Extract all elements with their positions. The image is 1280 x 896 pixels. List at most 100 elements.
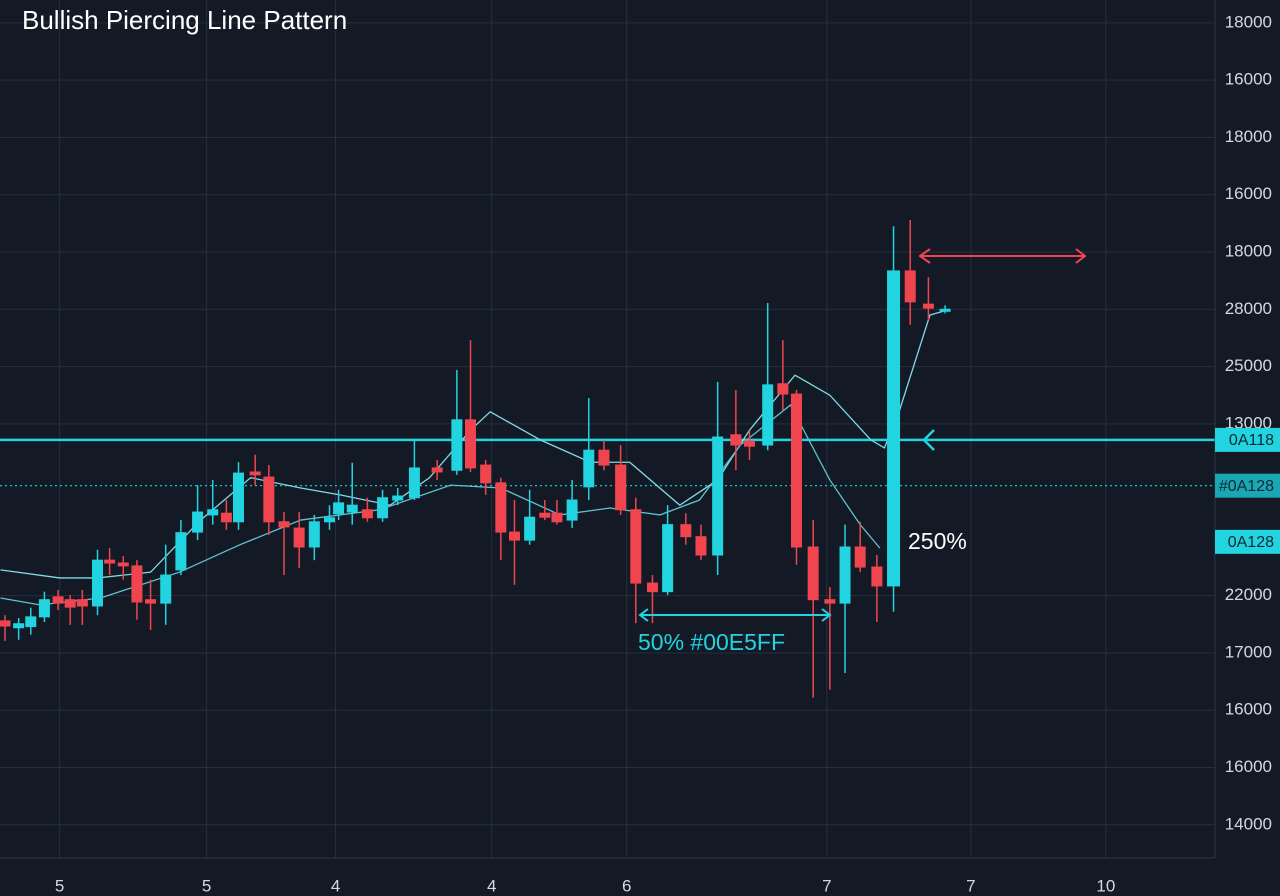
y-tick-label: 22000 (1225, 585, 1272, 604)
candle-body (551, 512, 563, 523)
candle-body (361, 509, 373, 519)
candle-body (680, 524, 692, 538)
y-tick-label: 18000 (1225, 242, 1272, 261)
candle-body (293, 527, 305, 548)
x-tick-label: 6 (622, 876, 631, 895)
candle-body (91, 559, 103, 607)
candle-body (263, 476, 275, 523)
chart-title: Bullish Piercing Line Pattern (22, 5, 347, 35)
candle-body (160, 574, 172, 604)
y-tick-label: 25000 (1225, 356, 1272, 375)
annotation: 250% (908, 528, 967, 554)
candle-body (508, 531, 520, 541)
candle-body (904, 270, 916, 303)
candle-body (744, 440, 756, 447)
candle-body (598, 449, 610, 466)
candle-body (539, 512, 551, 518)
candle-body (76, 599, 88, 607)
candle-body (308, 521, 320, 548)
x-tick-label: 7 (822, 876, 831, 895)
y-tick-label: 28000 (1225, 299, 1272, 318)
candle-body (480, 464, 492, 484)
candle-body (662, 524, 674, 593)
candle-body (495, 482, 507, 533)
price-tag (1215, 529, 1280, 554)
candle-body (791, 393, 803, 548)
y-tick-label: 18000 (1225, 12, 1272, 31)
price-tag-label: 0A128 (1228, 534, 1274, 551)
x-tick-label: 4 (487, 876, 496, 895)
candle-body (939, 308, 951, 312)
candle-body (392, 495, 404, 501)
candle-body (630, 509, 642, 584)
candle-body (451, 419, 463, 471)
measure-arrow (638, 608, 832, 622)
y-tick-label: 16000 (1225, 184, 1272, 203)
candle-body (839, 546, 851, 604)
annotation: 50% #00E5FF (638, 629, 785, 655)
candle-body (52, 596, 64, 604)
y-tick-label: 17000 (1225, 642, 1272, 661)
candle-body (220, 512, 232, 523)
candle-body (278, 521, 290, 528)
price-tag (1215, 427, 1280, 452)
candle-body (145, 599, 157, 604)
x-tick-label: 4 (331, 876, 340, 895)
candle-body (583, 449, 595, 488)
candle-body (871, 566, 883, 587)
candle-body (730, 434, 742, 446)
candle-body (25, 616, 37, 628)
y-tick-label: 14000 (1225, 814, 1272, 833)
candle-body (333, 502, 345, 515)
candle-body (431, 467, 443, 473)
candle-body (777, 383, 789, 395)
y-tick-label: 13000 (1225, 413, 1272, 432)
candle-body (824, 599, 836, 604)
y-tick-label: 18000 (1225, 127, 1272, 146)
x-tick-label: 7 (966, 876, 975, 895)
candle-body (377, 497, 389, 519)
candle-body (207, 509, 219, 516)
plot (0, 219, 1280, 698)
candle-body (64, 599, 76, 608)
candle-body (13, 623, 25, 629)
candle-body (346, 504, 358, 513)
candle-body (465, 419, 477, 469)
y-tick-label: 16000 (1225, 70, 1272, 89)
candle-body (922, 303, 934, 309)
x-tick-label: 5 (202, 876, 211, 895)
candle-body (807, 546, 819, 601)
candle-body (131, 565, 143, 603)
price-tag-label: #0A128 (1219, 478, 1274, 495)
y-tick-label: 16000 (1225, 757, 1272, 776)
candle-body (524, 516, 536, 541)
x-tick-label: 10 (1096, 876, 1115, 895)
candle-body (615, 464, 627, 511)
candle-body (192, 511, 204, 533)
candle-body (695, 536, 707, 556)
price-tag-label: 0A118 (1229, 432, 1274, 449)
price-tag (1215, 473, 1280, 498)
level-pointer (922, 429, 935, 451)
candle-body (408, 467, 420, 499)
candle-body (762, 384, 774, 446)
grid (0, 0, 1215, 858)
candle-body (323, 517, 335, 523)
candle-body (854, 546, 866, 568)
candle-body (104, 559, 116, 564)
candle-body (175, 532, 187, 571)
candle-body (117, 562, 129, 567)
candle-body (887, 270, 901, 587)
candle-body (38, 599, 50, 618)
candle-body (712, 436, 724, 556)
candle-body (0, 620, 11, 627)
x-tick-label: 5 (55, 876, 64, 895)
y-tick-label: 16000 (1225, 700, 1272, 719)
candle-body (249, 471, 261, 476)
candle-body (566, 499, 578, 521)
candle-body (646, 582, 658, 593)
red-arrow (918, 248, 1087, 264)
